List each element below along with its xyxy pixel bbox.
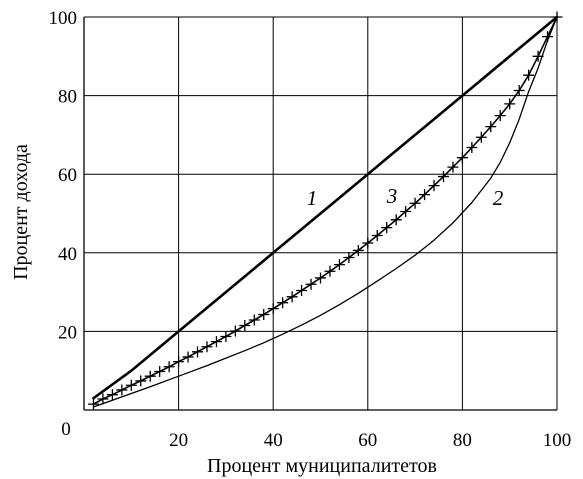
series-3-point (381, 222, 393, 234)
series-3-point (106, 389, 118, 401)
series-3-point (220, 331, 232, 343)
series-3-point (343, 252, 355, 264)
series-3-point (400, 206, 412, 218)
series-3-point (456, 152, 468, 164)
series-3-point (315, 272, 326, 284)
series-1-line (92, 15, 559, 400)
series-3-point (192, 346, 204, 358)
series-3-point (324, 265, 336, 277)
series-3-point (135, 375, 147, 387)
series-3-point (371, 230, 383, 242)
series-3-point (305, 278, 317, 290)
series-3-point (239, 320, 251, 332)
series-3-point (248, 314, 260, 326)
series-3-point (475, 131, 487, 143)
series-3-point (485, 121, 497, 133)
y-tick-label: 20 (58, 322, 77, 343)
series-3-point (466, 141, 478, 153)
x-tick-label: 20 (169, 430, 188, 451)
x-tick-label: 40 (264, 430, 283, 451)
series-3-point (97, 393, 109, 405)
axes (83, 16, 558, 411)
series-3-point (504, 98, 516, 110)
series-3-point (125, 379, 137, 391)
y-tick-label: 40 (58, 244, 77, 265)
curves (87, 11, 563, 410)
series-3-label: 3 (386, 184, 398, 208)
series-3-point (494, 110, 506, 122)
y-tick-label: 60 (58, 165, 77, 186)
series-3-point (362, 237, 374, 249)
series-3-point (390, 214, 402, 226)
x-tick-label: 80 (453, 430, 472, 451)
series-3-point (523, 69, 535, 81)
series-3-point (409, 197, 421, 209)
series-2-line (92, 16, 558, 408)
series-3-point (182, 351, 194, 363)
series-3-point (267, 303, 279, 315)
origin-label: 0 (61, 419, 71, 440)
series-3-point (296, 285, 308, 297)
series-3-line (92, 16, 558, 405)
series-3-point (173, 356, 185, 368)
series-3-point (352, 244, 364, 256)
y-tick-label: 100 (49, 8, 78, 29)
series-3-point (87, 398, 99, 410)
series-3-point (154, 365, 166, 377)
x-tick-label: 100 (543, 430, 572, 451)
series-3-point (201, 341, 213, 353)
y-tick-label: 80 (58, 87, 77, 108)
series-3-point (513, 84, 525, 96)
series-3-point (258, 309, 270, 321)
series-3-point (277, 297, 289, 309)
series-3-point (447, 161, 459, 173)
series-1-label: 1 (307, 186, 318, 210)
series-3-point (116, 384, 128, 396)
series-3-point (144, 370, 156, 382)
series-2-label: 2 (493, 186, 504, 210)
y-axis-title: Процент дохода (10, 144, 32, 280)
series-3-point (333, 259, 345, 271)
series-3-point (229, 325, 241, 337)
series-3-point (419, 189, 431, 201)
series-3-point (428, 180, 440, 192)
x-tick-label: 60 (358, 430, 377, 451)
series-3-point (163, 361, 175, 373)
series-3-point (437, 171, 449, 183)
series-3-point (286, 291, 298, 303)
series-3-point (210, 336, 222, 348)
x-axis-title: Процент муниципалитетов (207, 455, 437, 477)
